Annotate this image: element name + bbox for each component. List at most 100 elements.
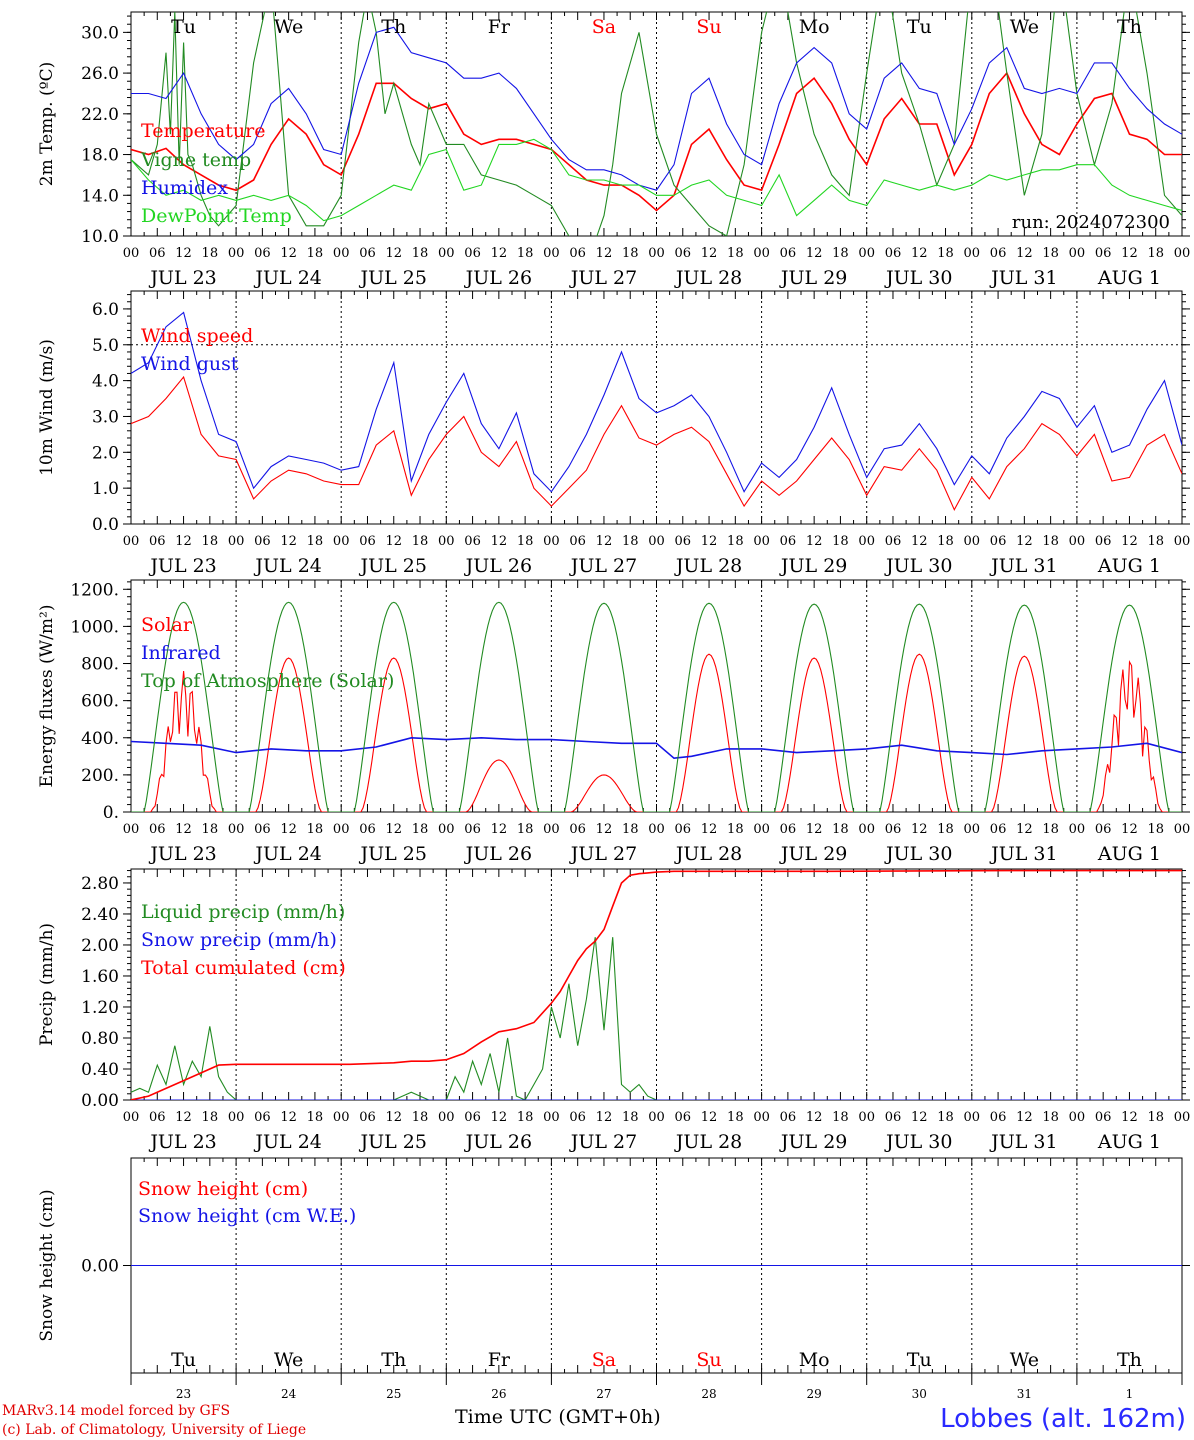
- y-tick-label: 1200.: [70, 580, 119, 600]
- x-date-label: JUL 28: [674, 267, 742, 289]
- y-axis-title: Snow height (cm): [37, 1189, 57, 1341]
- weekday-label-bottom: Th: [381, 1349, 406, 1371]
- weekday-label-top: Mo: [799, 16, 830, 38]
- x-date-label: JUL 30: [884, 1131, 952, 1153]
- legend-entry: Wind gust: [141, 353, 239, 375]
- series-group: [131, 601, 1182, 812]
- y-tick-label: 0.40: [81, 1060, 119, 1080]
- x-hour-label: 00: [543, 822, 560, 837]
- x-hour-label: 06: [569, 1110, 586, 1125]
- x-hour-label: 06: [780, 246, 797, 261]
- x-date-label: JUL 24: [253, 555, 321, 577]
- x-hour-label: 00: [964, 534, 981, 549]
- x-hour-label: 12: [806, 246, 823, 261]
- x-hour-label: 12: [806, 822, 823, 837]
- weekday-label-bottom: We: [1010, 1349, 1039, 1371]
- x-hour-label: 00: [753, 1110, 770, 1125]
- x-hour-label: 00: [753, 534, 770, 549]
- x-hour-label: 12: [1016, 534, 1033, 549]
- x-hour-label: 00: [438, 246, 455, 261]
- legend-entry: Liquid precip (mm/h): [141, 901, 345, 923]
- x-hour-label: 12: [175, 246, 192, 261]
- weekday-label-top: Tu: [171, 16, 196, 38]
- day-number-label: 30: [912, 1387, 927, 1401]
- x-date-label: JUL 26: [464, 267, 532, 289]
- x-hour-label: 00: [1174, 822, 1191, 837]
- x-hour-label: 00: [543, 246, 560, 261]
- x-hour-label: 00: [858, 822, 875, 837]
- weekday-label-top: Th: [381, 16, 406, 38]
- series-line-wind-0: [131, 375, 1182, 511]
- x-hour-label: 18: [412, 246, 429, 261]
- x-hour-label: 18: [727, 534, 744, 549]
- x-date-label: AUG 1: [1097, 1131, 1161, 1153]
- x-date-label: JUL 31: [989, 843, 1057, 865]
- x-hour-label: 18: [832, 1110, 849, 1125]
- weekday-label-bottom: Su: [696, 1349, 721, 1371]
- x-date-label: JUL 25: [359, 267, 427, 289]
- day-number-label: 23: [176, 1387, 191, 1401]
- x-hour-label: 06: [359, 534, 376, 549]
- legend-entry: Infrared: [141, 642, 221, 664]
- x-hour-label: 18: [622, 822, 639, 837]
- x-hour-label: 12: [385, 822, 402, 837]
- x-hour-label: 12: [911, 246, 928, 261]
- x-hour-label: 12: [596, 1110, 613, 1125]
- x-date-label: JUL 31: [989, 1131, 1057, 1153]
- x-hour-label: 18: [307, 534, 324, 549]
- weekday-label-bottom: Tu: [907, 1349, 932, 1371]
- x-hour-label: 18: [1147, 246, 1164, 261]
- x-hour-label: 06: [569, 246, 586, 261]
- x-hour-label: 12: [385, 246, 402, 261]
- x-hour-label: 12: [1121, 822, 1138, 837]
- y-tick-label: 2.00: [81, 936, 119, 956]
- x-date-label: JUL 24: [253, 267, 321, 289]
- x-hour-label: 06: [464, 822, 481, 837]
- y-tick-label: 2.40: [81, 905, 119, 925]
- x-hour-label: 18: [937, 822, 954, 837]
- x-hour-label: 06: [149, 246, 166, 261]
- day-number-label: 24: [281, 1387, 297, 1401]
- series-line-precip-0: [131, 937, 674, 1100]
- x-date-label: JUL 26: [464, 555, 532, 577]
- x-hour-label: 18: [727, 246, 744, 261]
- x-date-label: JUL 30: [884, 555, 952, 577]
- x-hour-label: 06: [149, 534, 166, 549]
- weekday-label-bottom: Mo: [799, 1349, 830, 1371]
- x-hour-label: 18: [517, 534, 534, 549]
- x-hour-label: 00: [648, 1110, 665, 1125]
- x-hour-label: 18: [517, 822, 534, 837]
- x-hour-label: 18: [1042, 534, 1059, 549]
- x-date-label: JUL 25: [359, 555, 427, 577]
- x-hour-label: 00: [964, 246, 981, 261]
- x-hour-label: 18: [1042, 822, 1059, 837]
- x-hour-label: 12: [1016, 246, 1033, 261]
- weekday-label-bottom: Tu: [171, 1349, 196, 1371]
- y-tick-label: 1.20: [81, 998, 119, 1018]
- y-tick-label: 200.: [81, 766, 119, 786]
- x-hour-label: 06: [569, 822, 586, 837]
- y-axis-title: 10m Wind (m/s): [37, 339, 57, 476]
- run-label: run: 2024072300: [1012, 212, 1170, 233]
- x-hour-label: 00: [123, 1110, 140, 1125]
- panel-precip: 0.00 0.40 0.80 1.20 1.60 2.00 2.40 2.80 Precip (…: [37, 868, 1190, 1153]
- x-hour-label: 18: [622, 1110, 639, 1125]
- x-hour-label: 12: [911, 534, 928, 549]
- x-hour-label: 00: [333, 1110, 350, 1125]
- x-date-label: JUL 26: [464, 1131, 532, 1153]
- x-hour-label: 00: [858, 1110, 875, 1125]
- x-hour-label: 00: [1069, 1110, 1086, 1125]
- x-hour-label: 12: [701, 822, 718, 837]
- day-number-label: 28: [701, 1387, 716, 1401]
- x-hour-label: 00: [1069, 534, 1086, 549]
- weekday-label-top: Tu: [907, 16, 932, 38]
- series-group: [131, 869, 1182, 1100]
- x-hour-label: 12: [175, 534, 192, 549]
- x-hour-label: 12: [1121, 1110, 1138, 1125]
- x-hour-label: 18: [727, 1110, 744, 1125]
- x-hour-label: 00: [1069, 822, 1086, 837]
- x-hour-label: 06: [885, 534, 902, 549]
- x-hour-label: 00: [543, 534, 560, 549]
- x-hour-label: 00: [228, 246, 245, 261]
- x-hour-label: 06: [990, 246, 1007, 261]
